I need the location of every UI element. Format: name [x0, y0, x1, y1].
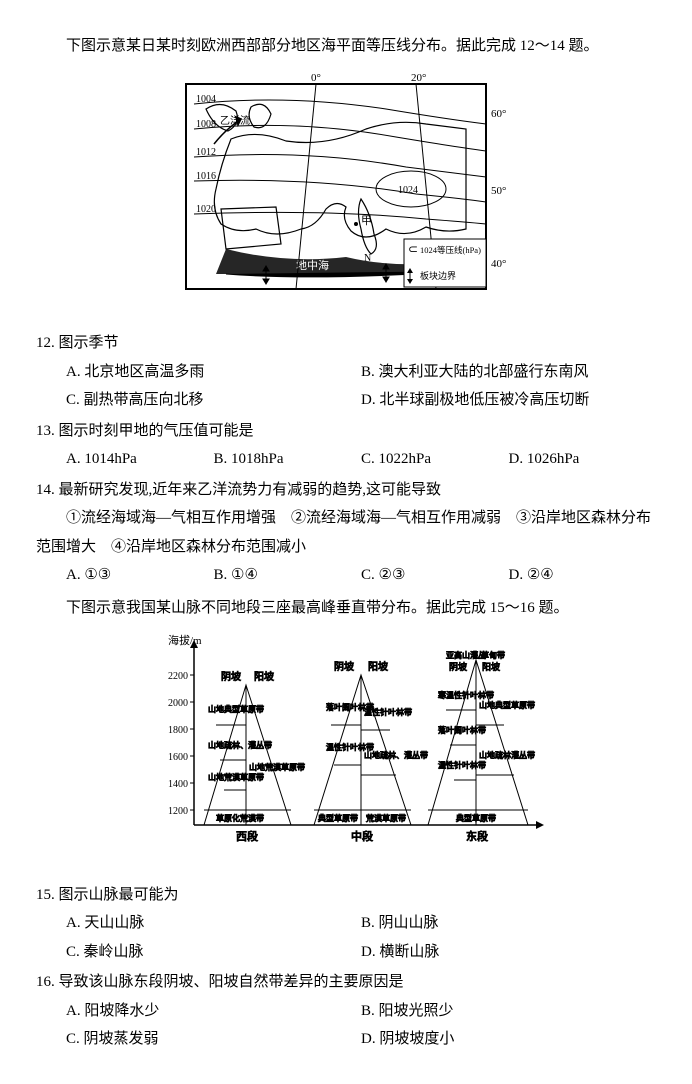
q12-opt-c[interactable]: C. 副热带高压向北移 — [66, 386, 361, 415]
svg-text:荒漠草原带: 荒漠草原带 — [366, 813, 406, 823]
q14-opt-a[interactable]: A. ①③ — [66, 561, 214, 590]
svg-text:阳坡: 阳坡 — [368, 660, 388, 673]
section-mid: 中段 — [351, 829, 373, 843]
question-14: 14. 最新研究发现,近年来乙洋流势力有减弱的趋势,这可能导致 ①流经海域海—气… — [36, 476, 656, 590]
lat-60: 60° — [491, 108, 506, 120]
q16-opt-a[interactable]: A. 阳坡降水少 — [66, 997, 361, 1026]
svg-text:典型草原带: 典型草原带 — [456, 813, 496, 823]
q14-opt-d[interactable]: D. ②④ — [509, 561, 657, 590]
svg-text:2200: 2200 — [168, 671, 188, 682]
section-west: 西段 — [236, 829, 258, 843]
iso-1008: 1008 — [196, 119, 216, 130]
svg-text:温性针叶林带: 温性针叶林带 — [364, 707, 412, 717]
q13-opt-d[interactable]: D. 1026hPa — [509, 445, 657, 474]
q15-opt-c[interactable]: C. 秦岭山脉 — [66, 938, 361, 967]
svg-text:亚高山灌丛: 亚高山灌丛 — [446, 650, 486, 660]
marker-jia: 甲 — [361, 215, 372, 227]
section-east: 东段 — [466, 829, 488, 843]
q16-opt-b[interactable]: B. 阳坡光照少 — [361, 997, 656, 1026]
q15-opt-d[interactable]: D. 横断山脉 — [361, 938, 656, 967]
q16-opt-c[interactable]: C. 阴坡蒸发弱 — [66, 1025, 361, 1054]
q16-stem: 导致该山脉东段阴坡、阳坡自然带差异的主要原因是 — [59, 974, 404, 990]
lon-20: 20° — [411, 72, 426, 84]
q12-num: 12. — [36, 335, 55, 351]
svg-text:山地荒漠草原带: 山地荒漠草原带 — [208, 772, 264, 782]
q16-opt-d[interactable]: D. 阴坡坡度小 — [361, 1025, 656, 1054]
svg-text:1800: 1800 — [168, 725, 188, 736]
lat-40: 40° — [491, 258, 506, 270]
iso-1024: 1024 — [398, 185, 418, 196]
q13-stem: 图示时刻甲地的气压值可能是 — [59, 423, 254, 439]
svg-text:山地疏林、灌丛带: 山地疏林、灌丛带 — [208, 740, 272, 750]
iso-1004: 1004 — [196, 94, 216, 105]
svg-text:⊂: ⊂ — [408, 242, 418, 256]
svg-text:阳坡: 阳坡 — [482, 661, 500, 672]
lon-0: 0° — [311, 72, 321, 84]
svg-text:阳坡: 阳坡 — [254, 670, 274, 683]
q15-opt-b[interactable]: B. 阴山山脉 — [361, 909, 656, 938]
q13-opt-c[interactable]: C. 1022hPa — [361, 445, 509, 474]
svg-text:阴坡: 阴坡 — [449, 661, 467, 672]
svg-text:1400: 1400 — [168, 779, 188, 790]
lat-50: 50° — [491, 185, 506, 197]
svg-text:典型草原带: 典型草原带 — [318, 813, 358, 823]
svg-text:2000: 2000 — [168, 698, 188, 709]
iso-1012: 1012 — [196, 147, 216, 158]
question-13: 13. 图示时刻甲地的气压值可能是 A. 1014hPa B. 1018hPa … — [36, 417, 656, 474]
svg-text:温性针叶林带: 温性针叶林带 — [438, 760, 486, 770]
q16-num: 16. — [36, 974, 55, 990]
q13-opt-a[interactable]: A. 1014hPa — [66, 445, 214, 474]
svg-text:山地典型草原带: 山地典型草原带 — [208, 704, 264, 714]
svg-text:山地荒漠草原带: 山地荒漠草原带 — [249, 762, 305, 772]
figure-map: 地中海 1004 1008 1012 1016 1020 1024 0° 20°… — [36, 69, 656, 320]
svg-text:阴坡: 阴坡 — [221, 670, 241, 683]
q12-opt-a[interactable]: A. 北京地区高温多雨 — [66, 358, 361, 387]
q12-stem: 图示季节 — [59, 335, 119, 351]
legend-plate: 板块边界 — [420, 270, 456, 281]
svg-text:落叶阔叶林带: 落叶阔叶林带 — [438, 725, 486, 735]
figure-peaks: 海拔/m 2200 2000 1800 1600 1400 1200 阴坡 阳坡… — [36, 630, 656, 871]
svg-text:草原化荒漠带: 草原化荒漠带 — [216, 813, 264, 823]
q14-stem: 最新研究发现,近年来乙洋流势力有减弱的趋势,这可能导致 — [59, 482, 442, 498]
svg-text:草甸带: 草甸带 — [481, 650, 505, 660]
current-label: 乙洋流 — [220, 114, 250, 127]
question-16: 16. 导致该山脉东段阴坡、阳坡自然带差异的主要原因是 A. 阳坡降水少 B. … — [36, 968, 656, 1054]
svg-text:山地疏林、灌丛带: 山地疏林、灌丛带 — [364, 750, 428, 760]
q14-opt-c[interactable]: C. ②③ — [361, 561, 509, 590]
svg-text:1600: 1600 — [168, 752, 188, 763]
q15-stem: 图示山脉最可能为 — [59, 887, 179, 903]
q14-sub: ①流经海域海—气相互作用增强 ②流经海域海—气相互作用减弱 ③沿岸地区森林分布范… — [36, 504, 656, 561]
svg-text:1200: 1200 — [168, 806, 188, 817]
svg-text:山地疏林灌丛带: 山地疏林灌丛带 — [479, 750, 535, 760]
svg-text:寒温性针叶林带: 寒温性针叶林带 — [438, 690, 494, 700]
q12-opt-d[interactable]: D. 北半球副极地低压被冷高压切断 — [361, 386, 656, 415]
ylabel: 海拔/m — [168, 633, 202, 647]
q15-opt-a[interactable]: A. 天山山脉 — [66, 909, 361, 938]
passage2-intro: 下图示意我国某山脉不同地段三座最高峰垂直带分布。据此完成 15～16 题。 — [36, 594, 656, 623]
q14-num: 14. — [36, 482, 55, 498]
q13-num: 13. — [36, 423, 55, 439]
q14-opt-b[interactable]: B. ①④ — [214, 561, 362, 590]
passage1-intro: 下图示意某日某时刻欧洲西部部分地区海平面等压线分布。据此完成 12～14 题。 — [36, 32, 656, 61]
q13-opt-b[interactable]: B. 1018hPa — [214, 445, 362, 474]
marker-n: N — [364, 253, 371, 264]
iso-1020: 1020 — [196, 204, 216, 215]
question-12: 12. 图示季节 A. 北京地区高温多雨 B. 澳大利亚大陆的北部盛行东南风 C… — [36, 329, 656, 415]
svg-text:山地典型草原带: 山地典型草原带 — [479, 700, 535, 710]
q15-num: 15. — [36, 887, 55, 903]
sea-label: 地中海 — [296, 258, 329, 272]
question-15: 15. 图示山脉最可能为 A. 天山山脉 B. 阴山山脉 C. 秦岭山脉 D. … — [36, 881, 656, 967]
svg-text:阴坡: 阴坡 — [334, 660, 354, 673]
legend-isobar: 1024等压线(hPa) — [420, 245, 481, 255]
iso-1016: 1016 — [196, 171, 216, 182]
q12-opt-b[interactable]: B. 澳大利亚大陆的北部盛行东南风 — [361, 358, 656, 387]
